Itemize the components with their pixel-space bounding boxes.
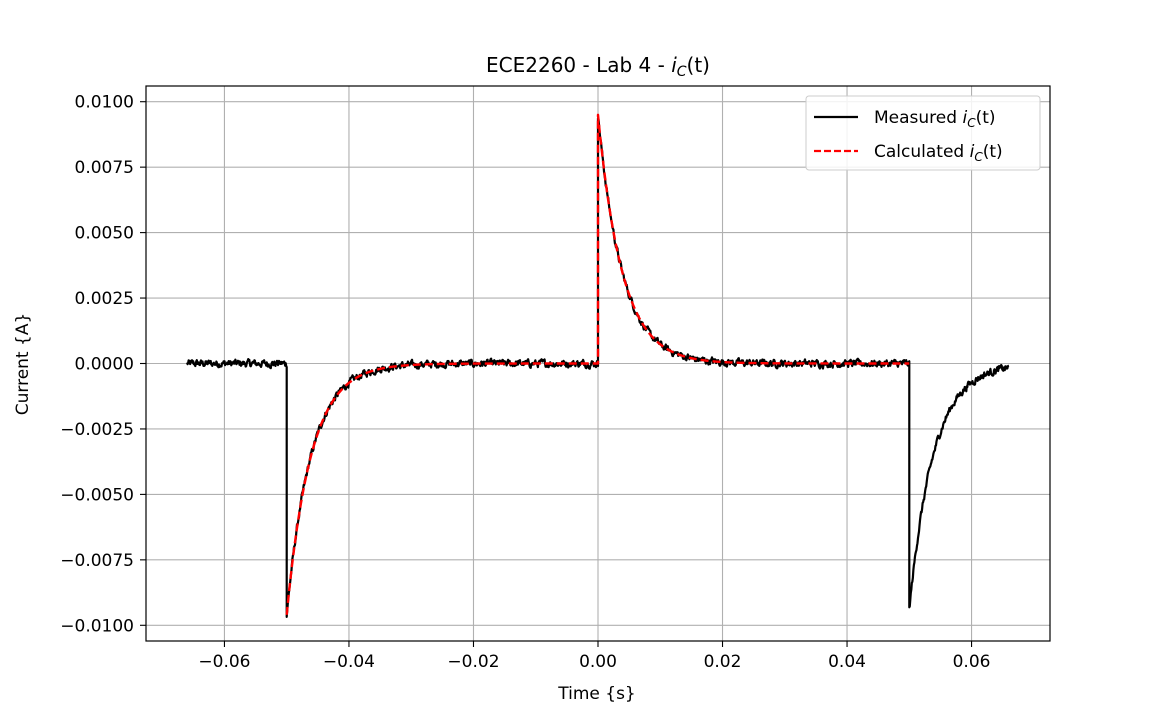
chart-title-math-sub: C [677, 64, 687, 80]
legend: Measured iC(t) Calculated iC(t) [805, 95, 1041, 171]
x-tick-label: 0.02 [704, 652, 742, 672]
y-tick-label: −0.0075 [60, 551, 134, 571]
series-calculated-line [285, 113, 910, 615]
legend-label-measured-sub: C [967, 116, 976, 130]
y-tick-label: −0.0025 [60, 420, 134, 440]
y-tick-label: −0.0100 [60, 616, 134, 636]
legend-label-measured-i: i [962, 108, 967, 128]
legend-label-calculated-i: i [970, 142, 975, 162]
legend-label-measured-suffix: (t) [976, 108, 996, 128]
y-tick-label: 0.0050 [75, 224, 134, 244]
x-tick-label: −0.02 [447, 652, 499, 672]
x-tick-label: −0.04 [323, 652, 375, 672]
y-tick-label: 0.0075 [75, 158, 134, 178]
y-tick-label: 0.0100 [75, 93, 134, 113]
y-axis-label: Current {A} [13, 313, 33, 416]
legend-label-calculated-sub: C [974, 150, 983, 164]
y-tick-label: 0.0025 [75, 289, 134, 309]
y-tick-label: 0.0000 [75, 355, 134, 375]
legend-box [805, 95, 1041, 171]
y-tick-label: −0.0050 [60, 485, 134, 505]
ticks: −0.06 −0.04 −0.02 0.00 0.02 0.04 0.06 0.0100 0.0… [60, 93, 990, 672]
legend-label-calculated-text: Calculated [874, 142, 970, 162]
x-tick-label: 0.00 [579, 652, 617, 672]
chart-title-text: ECE2260 - Lab 4 - [486, 53, 671, 77]
chart-title-math-suffix: (t) [687, 53, 710, 77]
legend-label-calculated: Calculated iC(t) [874, 142, 1003, 164]
x-axis-label: Time {s} [557, 684, 636, 704]
legend-label-calculated-suffix: (t) [983, 142, 1003, 162]
legend-label-measured: Measured iC(t) [874, 108, 996, 130]
x-tick-label: 0.06 [953, 652, 991, 672]
plot-area [186, 113, 1010, 618]
legend-label-measured-text: Measured [874, 108, 962, 128]
x-tick-label: 0.04 [828, 652, 866, 672]
chart-title-math-i: i [671, 53, 677, 77]
chart-title: ECE2260 - Lab 4 - iC(t) [486, 53, 710, 80]
x-tick-label: −0.06 [198, 652, 250, 672]
